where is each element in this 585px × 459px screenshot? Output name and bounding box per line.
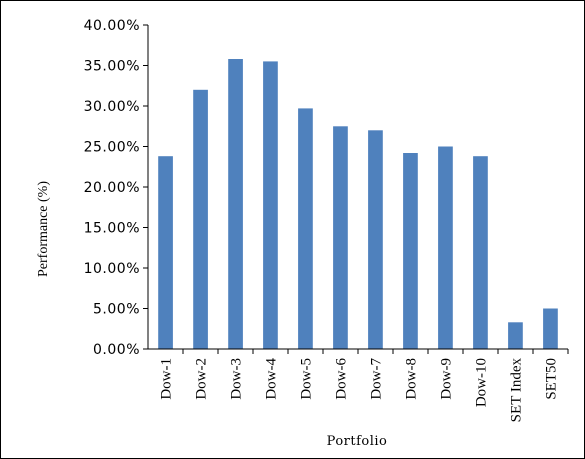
bar (263, 61, 278, 350)
bar (543, 308, 558, 349)
y-tick-label: 40.00% (84, 18, 140, 34)
y-tick-label: 25.00% (84, 140, 140, 156)
y-tick-label: 10.00% (84, 261, 140, 277)
x-tick-label: Dow-7 (369, 358, 385, 400)
x-tick-label: SET50 (544, 358, 560, 400)
x-tick-label: SET Index (509, 358, 525, 423)
x-tick-label: Dow-9 (439, 358, 455, 400)
bar (298, 108, 313, 350)
bar (193, 89, 208, 350)
x-tick-label: Dow-8 (404, 358, 420, 400)
y-tick-label: 30.00% (84, 99, 140, 115)
x-tick-label: Dow-1 (159, 358, 175, 400)
y-tick-label: 20.00% (84, 180, 140, 196)
bar (508, 322, 523, 349)
y-tick-label: 0.00% (93, 342, 140, 358)
x-tick-label: Dow-10 (474, 358, 490, 407)
x-tick-label: Dow-5 (299, 358, 315, 400)
bar (403, 153, 418, 349)
x-tick-label: Dow-3 (229, 358, 245, 400)
x-tick-label: Dow-4 (264, 358, 280, 400)
x-axis-title: Portfolio (327, 434, 388, 449)
y-axis-title: Performance (%) (36, 181, 51, 277)
bar (333, 126, 348, 350)
bars (158, 59, 558, 350)
y-tick-labels: 0.00% 5.00% 10.00% 15.00% 20.00% 25.00% 30.00%… (84, 18, 148, 358)
x-tick-labels: Dow-1 Dow-2 Dow-3 Dow-4 Dow-5 Dow-6 Dow-7 Dow-8… (159, 349, 569, 422)
bar (368, 130, 383, 349)
bar (473, 156, 488, 349)
x-tick-label: Dow-2 (194, 358, 210, 400)
bar (438, 146, 453, 349)
y-tick-label: 5.00% (93, 302, 140, 318)
y-tick-label: 15.00% (84, 221, 140, 237)
y-tick-label: 35.00% (84, 59, 140, 75)
bar (158, 156, 173, 349)
x-tick-label: Dow-6 (334, 358, 350, 400)
bar (228, 59, 243, 349)
